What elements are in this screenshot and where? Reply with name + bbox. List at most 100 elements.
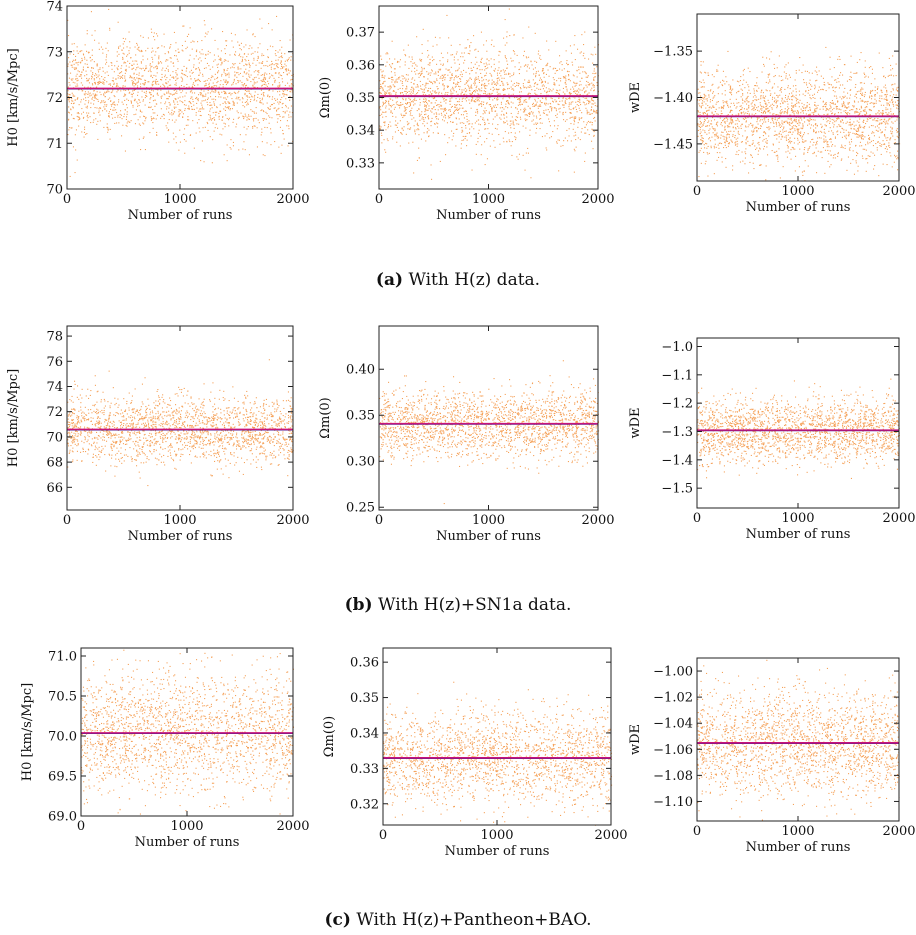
data-point: [132, 81, 134, 83]
data-point: [463, 89, 465, 91]
data-point: [524, 107, 526, 109]
data-point: [261, 97, 263, 99]
data-point: [410, 89, 412, 91]
data-point: [281, 57, 283, 59]
data-point: [772, 113, 774, 115]
data-point: [221, 62, 223, 64]
data-point: [435, 92, 437, 94]
data-point: [273, 77, 275, 79]
data-point: [476, 97, 478, 99]
data-point: [765, 165, 767, 167]
data-point: [246, 116, 248, 118]
data-point: [586, 113, 588, 115]
data-point: [204, 85, 206, 87]
data-point: [222, 102, 224, 104]
data-point: [558, 139, 560, 141]
data-point: [263, 80, 265, 82]
data-point: [454, 106, 456, 108]
data-point: [576, 76, 578, 78]
data-point: [510, 106, 512, 108]
data-point: [717, 64, 719, 66]
data-point: [214, 127, 216, 129]
data-point: [229, 102, 231, 104]
data-point: [559, 68, 561, 70]
data-point: [204, 36, 206, 38]
data-point: [698, 151, 700, 153]
data-point: [838, 81, 840, 83]
data-point: [862, 100, 864, 102]
data-point: [751, 109, 753, 111]
data-point: [719, 152, 721, 154]
data-point: [517, 104, 519, 106]
data-point: [108, 91, 110, 93]
data-point: [233, 80, 235, 82]
data-point: [451, 130, 453, 132]
data-point: [467, 84, 469, 86]
data-point: [162, 113, 164, 115]
data-point: [721, 125, 723, 127]
data-point: [408, 102, 410, 104]
data-point: [286, 59, 288, 61]
data-point: [496, 72, 498, 74]
data-point: [577, 100, 579, 102]
x-axis-label: Number of runs: [128, 208, 233, 223]
data-point: [211, 162, 213, 164]
data-point: [104, 101, 106, 103]
data-point: [86, 33, 88, 35]
data-point: [585, 107, 587, 109]
data-point: [179, 113, 181, 115]
data-point: [177, 51, 179, 53]
data-point: [72, 78, 74, 80]
data-point: [519, 100, 521, 102]
data-point: [280, 61, 282, 63]
data-point: [83, 136, 85, 138]
data-point: [496, 99, 498, 101]
data-point: [584, 57, 586, 59]
data-point: [702, 104, 704, 106]
data-point: [147, 47, 149, 49]
data-point: [399, 107, 401, 109]
data-point: [128, 50, 130, 52]
data-point: [466, 89, 468, 91]
data-point: [595, 111, 597, 113]
data-point: [824, 132, 826, 134]
data-point: [508, 93, 510, 95]
data-point: [742, 118, 744, 120]
data-point: [287, 107, 289, 109]
data-point: [268, 23, 270, 25]
data-point: [139, 101, 141, 103]
data-point: [105, 63, 107, 65]
data-point: [459, 44, 461, 46]
data-point: [528, 81, 530, 83]
data-point: [200, 115, 202, 117]
data-point: [227, 81, 229, 83]
data-point: [550, 97, 552, 99]
data-point: [477, 94, 479, 96]
data-point: [412, 100, 414, 102]
data-point: [787, 97, 789, 99]
data-point: [241, 58, 243, 60]
data-point: [152, 112, 154, 114]
data-point: [137, 119, 139, 121]
data-point: [216, 85, 218, 87]
data-point: [290, 89, 292, 91]
data-point: [222, 84, 224, 86]
data-point: [129, 121, 131, 123]
data-point: [448, 69, 450, 71]
data-point: [804, 160, 806, 162]
data-point: [125, 62, 127, 64]
data-point: [175, 136, 177, 138]
data-point: [493, 105, 495, 107]
data-point: [143, 115, 145, 117]
data-point: [263, 95, 265, 97]
data-point: [737, 130, 739, 132]
data-point: [444, 93, 446, 95]
data-point: [261, 99, 263, 101]
data-point: [558, 108, 560, 110]
data-point: [855, 129, 857, 131]
data-point: [593, 68, 595, 70]
data-point: [91, 75, 93, 77]
data-point: [594, 105, 596, 107]
data-point: [451, 88, 453, 90]
data-point: [419, 115, 421, 117]
